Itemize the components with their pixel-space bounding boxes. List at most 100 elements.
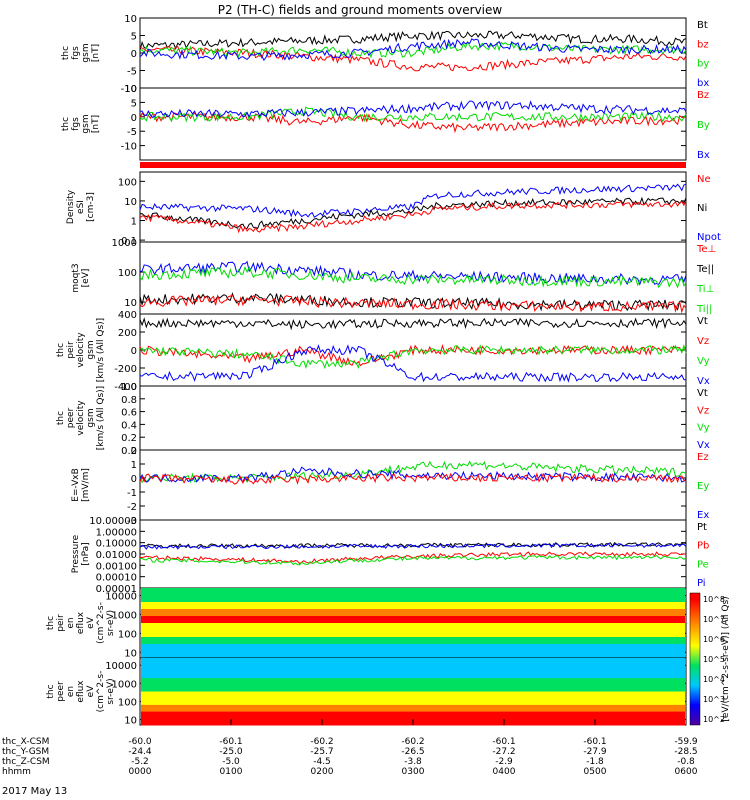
- y-tick-label: 5: [131, 98, 137, 109]
- y-tick-label: 5: [131, 32, 137, 43]
- y-tick-label: 1000: [112, 610, 137, 621]
- y-axis-label: moqt3 [eV]: [71, 263, 91, 292]
- x-row-value: -60.1: [219, 737, 242, 747]
- x-row-label: hhmm: [2, 767, 31, 777]
- colorbar-scale: [689, 592, 701, 726]
- y-tick-label: 0.2: [121, 433, 137, 444]
- y-label-line: en: [66, 617, 76, 628]
- y-label-line: thc: [56, 411, 66, 425]
- y-label-line: gsm: [86, 340, 96, 359]
- y-tick-label: -1: [127, 488, 137, 499]
- series-Ti⊥: [139, 265, 687, 289]
- y-label-line: Pressure: [71, 534, 81, 573]
- y-axis-label: Density eSI [cm-3]: [66, 189, 96, 224]
- colorbar-tick: 10^5: [703, 655, 725, 664]
- y-tick-label: 10000: [105, 661, 137, 672]
- y-tick-label: 200: [118, 328, 137, 339]
- colorbar-label: [eV/(cm^2-s-sr-eV)] (All Qs): [721, 596, 731, 721]
- red-separator-bar: [140, 162, 686, 168]
- y-tick-label: -400: [114, 382, 137, 393]
- panel-p5: 400 200 0 -200 -400 thc peir velocity gsm [km/s (…: [56, 310, 710, 393]
- y-tick-label: 100: [118, 629, 137, 640]
- series-Pt: [139, 541, 687, 549]
- y-label-line: [mV/m]: [81, 468, 91, 502]
- x-row-value: -60.2: [310, 737, 333, 747]
- legend-entry: Te⊥: [696, 244, 716, 255]
- y-tick-label: 0: [131, 49, 137, 60]
- y-tick-label: -3: [127, 516, 137, 527]
- y-label-line: velocity: [76, 400, 86, 436]
- y-tick-label: 10: [124, 716, 137, 727]
- legend-entry: Vx: [697, 376, 710, 387]
- y-label-line: gsm: [81, 43, 91, 62]
- x-row-value: 0400: [493, 767, 516, 777]
- y-tick-label: 0.0: [121, 446, 137, 457]
- legend-entry: Bx: [697, 150, 710, 161]
- panel-frame: [139, 87, 687, 161]
- y-tick-label: 0.00100: [96, 561, 137, 572]
- y-label-line: gsm: [81, 114, 91, 133]
- panel-p9: 10000 1000 100 10 thc peir en eflux eV (cm^2-s-sr…: [46, 587, 687, 659]
- legend-entry: Pt: [697, 522, 707, 533]
- legend-entry: Bz: [697, 90, 709, 101]
- y-tick-label: 0.6: [121, 408, 137, 419]
- panel-frame: [139, 519, 687, 589]
- date-label: 2017 May 13: [2, 786, 67, 797]
- y-tick-label: -10: [121, 142, 137, 153]
- y-label-line: thc: [56, 343, 66, 357]
- y-label-line: [nT]: [91, 115, 101, 133]
- x-row-value: -26.5: [401, 747, 424, 757]
- series-Vt: [139, 317, 687, 331]
- legend-entry: by: [697, 59, 709, 70]
- x-row-value: 0500: [584, 767, 607, 777]
- y-tick-label: 0.10000: [96, 539, 137, 550]
- x-row-label: thc_X-CSM: [2, 737, 49, 747]
- y-label-line: peir: [56, 614, 66, 632]
- x-row-value: -1.8: [586, 757, 604, 767]
- y-label-line: eV: [86, 616, 96, 629]
- colorbar-tick: 10^3: [703, 695, 725, 704]
- x-row-value: -0.8: [677, 757, 695, 767]
- x-row-value: -27.2: [492, 747, 515, 757]
- legend-entry: Npot: [697, 232, 721, 243]
- colorbar-tick: 10^6: [703, 635, 725, 644]
- legend-entry: Ti||: [696, 304, 712, 315]
- x-row-value: -28.5: [674, 747, 697, 757]
- legend-entry: Pb: [697, 541, 709, 552]
- legend-entry: Vt: [697, 316, 708, 327]
- x-row-value: -27.9: [583, 747, 607, 757]
- heatmap-band: [141, 602, 685, 610]
- y-label-line: Density: [66, 189, 76, 224]
- panel-p7: 2 1 0 -1 -2 -3 E=-VxB [mV/m] Ez Ey Ex: [71, 446, 709, 527]
- legend-entry: Vz: [697, 336, 709, 347]
- x-row-value: 0300: [402, 767, 425, 777]
- y-tick-label: -10: [121, 84, 137, 95]
- y-tick-label: 0.01000: [96, 550, 137, 561]
- y-tick-label: 10: [124, 648, 137, 659]
- heatmap-band: [141, 616, 685, 624]
- series-Ti||: [139, 260, 687, 286]
- y-axis-label: thc peir velocity gsm [km/s (All Qs)]: [56, 318, 106, 382]
- heatmap-band: [141, 671, 685, 679]
- legend-entry: bx: [697, 78, 709, 89]
- y-tick-label: 0: [131, 474, 137, 485]
- legend-entry: Ti⊥: [696, 284, 714, 295]
- legend-entry: Pe: [697, 559, 709, 570]
- series-by: [139, 40, 687, 59]
- y-tick-label: 100: [118, 177, 137, 188]
- y-label-line: peir: [66, 341, 76, 359]
- heatmap-band: [141, 691, 685, 699]
- y-tick-label: 10: [124, 14, 137, 25]
- colorbar: 10^8 10^7 10^6 10^5 10^4 10^3 10^2[eV/(cm^2-s-…: [689, 592, 731, 726]
- y-tick-label: 1000: [112, 679, 137, 690]
- y-label-line: sr-eV): [106, 610, 116, 636]
- y-tick-label: -5: [127, 67, 137, 78]
- legend-entry: Bt: [697, 20, 708, 31]
- y-label-line: eSI: [76, 200, 86, 214]
- legend-entry: Vx: [697, 440, 710, 451]
- x-axis-table: thc_X-CSM -60.0 -60.1 -60.2 -60.2 -60.1 -60.1-…: [2, 719, 698, 777]
- y-tick-label: 1: [131, 217, 137, 228]
- series-Vx: [139, 344, 687, 383]
- y-tick-label: 0.4: [121, 420, 137, 431]
